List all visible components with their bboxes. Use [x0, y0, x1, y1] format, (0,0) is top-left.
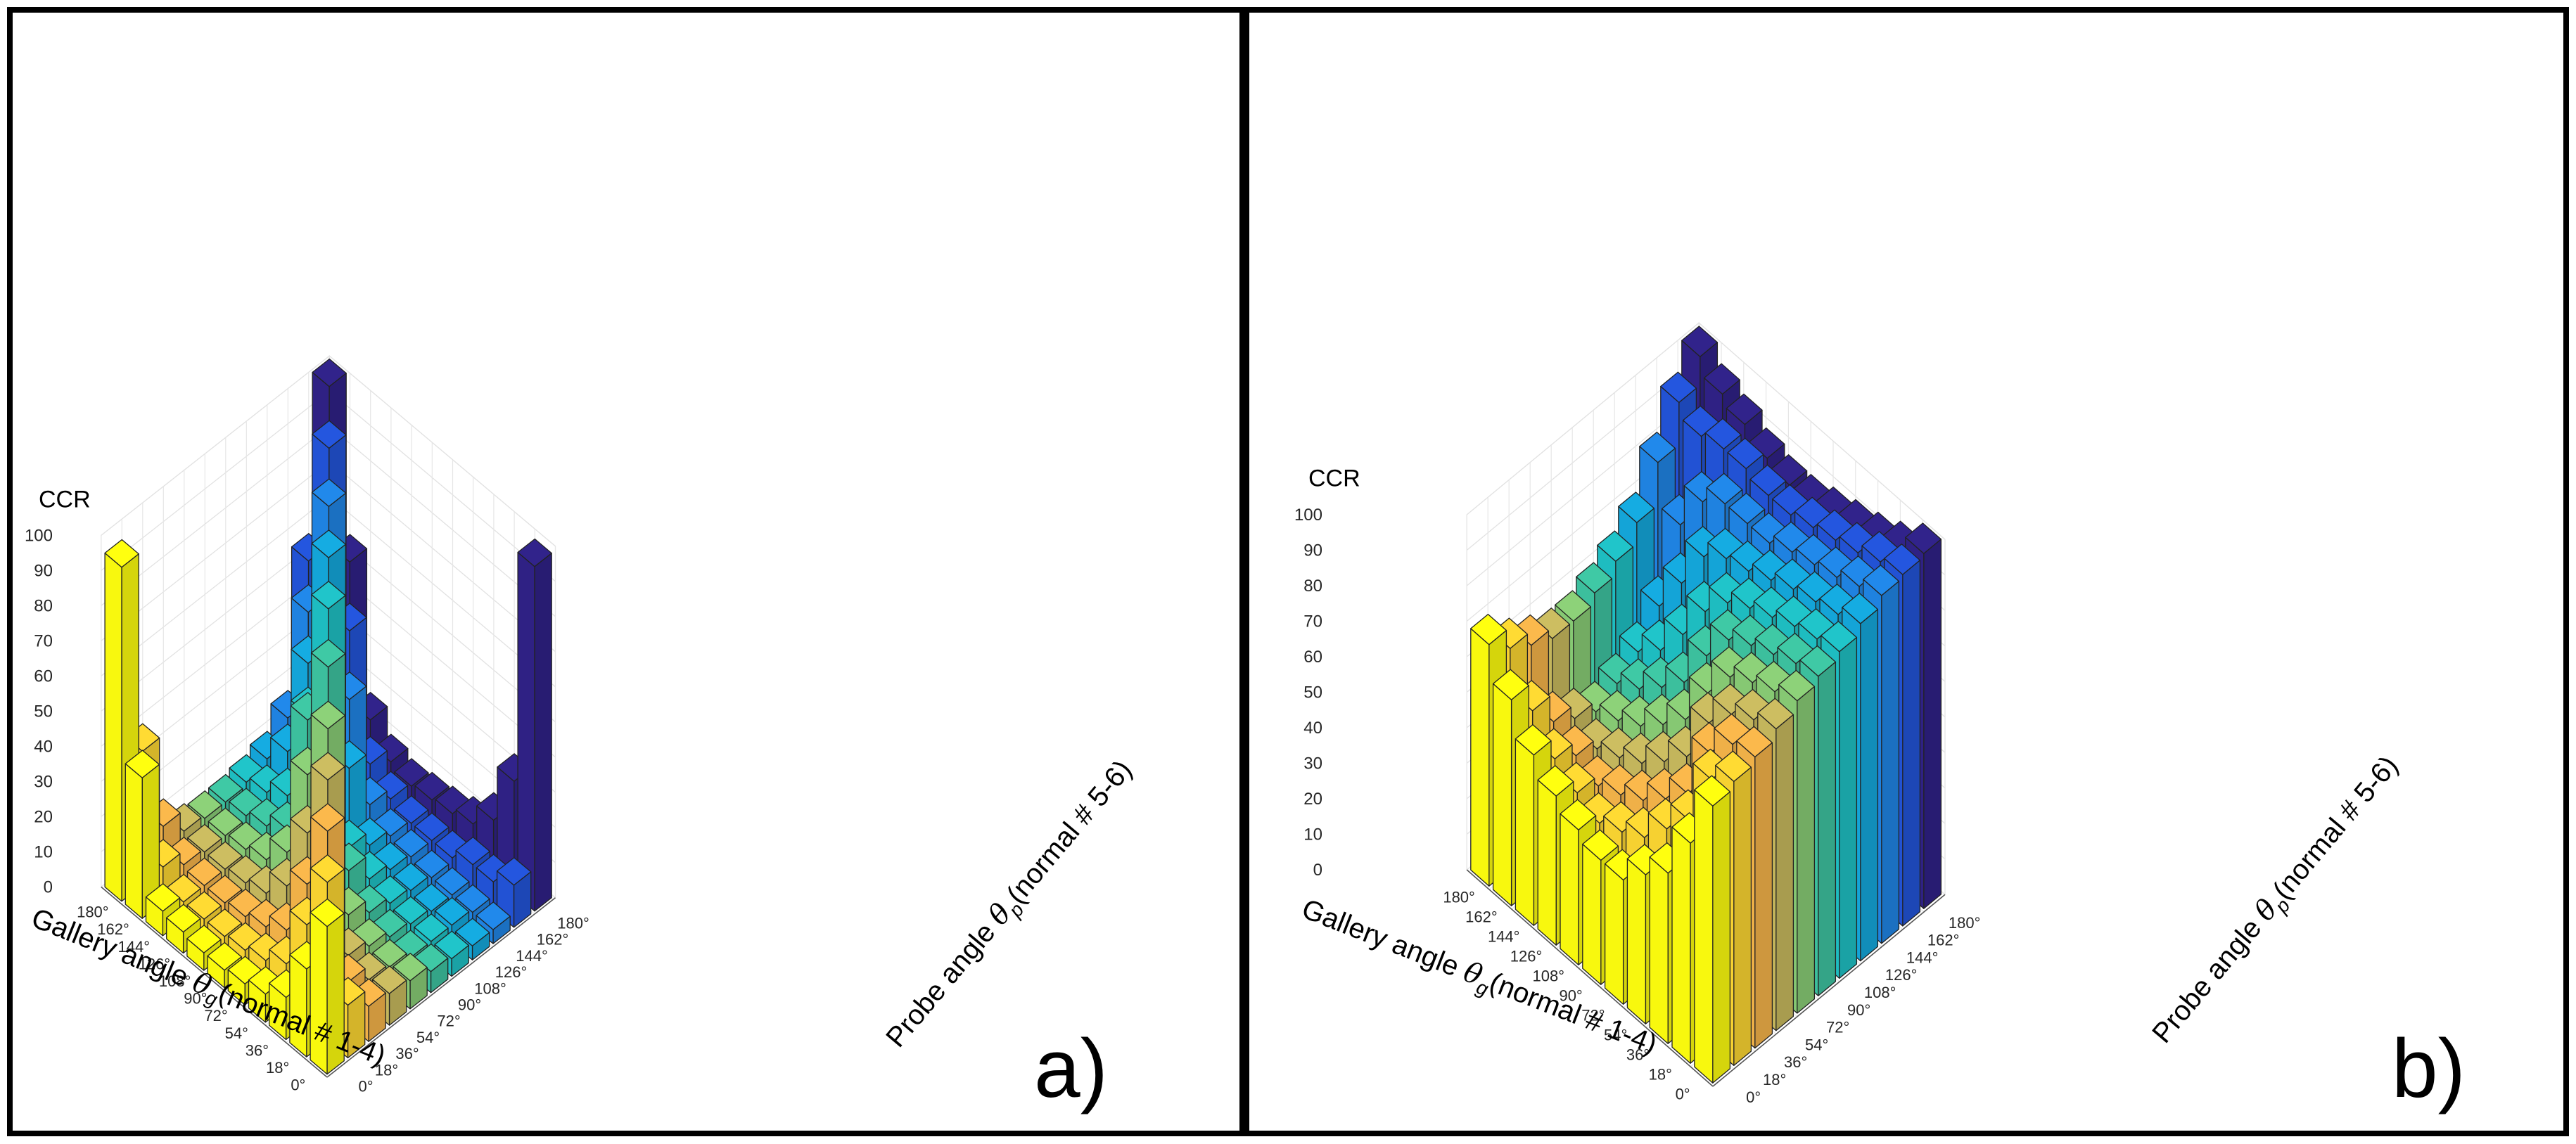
gallery-tick-label: 72° [1581, 1006, 1605, 1024]
gallery-tick-label: 108° [159, 972, 191, 990]
z-axis-title: CCR [39, 486, 91, 513]
gallery-tick-labels: 180° 162° 144° 126° 108° 90° 72° 54° 36° 18°0° [1443, 888, 1690, 1103]
probe-tick-label: 36° [395, 1045, 419, 1062]
z-axis: 0 10 20 30 40 50 60 70 80 90 100 CCR [25, 486, 91, 896]
gallery-tick-label: 72° [204, 1007, 227, 1024]
probe-tick-label: 0° [359, 1078, 374, 1095]
gallery-tick-label: 162° [1465, 908, 1498, 925]
bar3d-chart-a: 0102030405060708090100CCR180°162°144°126… [25, 354, 1138, 1115]
bars [104, 358, 552, 1075]
z-tick-label: 80 [1303, 577, 1322, 596]
probe-tick-label: 90° [458, 996, 481, 1014]
bar [1694, 775, 1731, 1084]
bar [125, 750, 160, 919]
probe-tick-label: 108° [474, 979, 506, 997]
gallery-tick-label: 18° [266, 1059, 289, 1076]
z-tick-label: 0 [1313, 861, 1322, 880]
z-tick-label: 30 [34, 772, 53, 791]
bar [517, 538, 552, 912]
probe-tick-label: 18° [1763, 1071, 1786, 1088]
gallery-tick-label: 162° [97, 920, 129, 938]
gallery-tick-label: 0° [1676, 1085, 1690, 1103]
probe-tick-label: 162° [1927, 932, 1960, 949]
bar [496, 857, 532, 928]
z-tick-label: 50 [1303, 683, 1322, 702]
probe-tick-label: 54° [1805, 1036, 1828, 1053]
z-tick-label: 40 [34, 737, 53, 756]
bars [1470, 326, 1942, 1084]
z-tick-label: 50 [34, 702, 53, 721]
gallery-tick-label: 144° [117, 938, 150, 956]
gallery-axis-line [101, 886, 328, 1078]
panel-label: b) [2392, 1022, 2466, 1115]
panel-a-frame [7, 7, 1245, 1136]
z-axis: 0 10 20 30 40 50 60 70 80 90 100 CCR [1294, 465, 1360, 880]
probe-tick-label: 18° [375, 1061, 398, 1079]
z-tick-label: 100 [25, 526, 53, 545]
gallery-tick-label: 108° [1533, 967, 1565, 984]
z-tick-label: 80 [34, 596, 53, 615]
z-tick-label: 90 [34, 561, 53, 580]
z-tick-label: 10 [1303, 825, 1322, 844]
gallery-tick-label: 54° [1604, 1026, 1627, 1043]
probe-tick-label: 180° [1949, 914, 1981, 932]
gallery-tick-label: 126° [1510, 947, 1543, 965]
probe-tick-label: 144° [1906, 949, 1939, 966]
probe-tick-labels: 0°18°36°54°72°90°108°126°144°162°180° [359, 915, 589, 1095]
gallery-tick-label: 180° [77, 904, 109, 921]
z-tick-label: 20 [34, 807, 53, 826]
gallery-tick-label: 144° [1488, 927, 1520, 945]
gallery-tick-label: 180° [1443, 888, 1475, 906]
probe-axis-line [326, 897, 556, 1078]
z-tick-label: 100 [1294, 506, 1322, 525]
probe-tick-label: 126° [495, 963, 528, 981]
gallery-tick-labels: 180°162°144°126°108°90°72°54°36°18°0° [77, 904, 305, 1094]
probe-tick-labels: 0°18°36°54°72°90°108°126°144°162°180° [1746, 914, 1980, 1106]
z-tick-label: 90 [1303, 541, 1322, 560]
probe-tick-label: 72° [437, 1013, 460, 1030]
gallery-tick-label: 90° [1559, 986, 1582, 1004]
gallery-tick-label: 36° [246, 1041, 269, 1059]
gallery-tick-label: 54° [225, 1024, 248, 1042]
probe-tick-label: 144° [516, 947, 548, 965]
probe-tick-label: 0° [1746, 1088, 1761, 1106]
probe-tick-label: 180° [557, 915, 589, 932]
bar [310, 898, 345, 1075]
panel-b-frame [1244, 7, 2569, 1136]
probe-tick-label: 126° [1885, 966, 1918, 984]
z-tick-label: 0 [44, 878, 53, 896]
probe-tick-label: 72° [1826, 1019, 1849, 1036]
probe-tick-label: 108° [1864, 984, 1896, 1001]
gallery-tick-label: 36° [1626, 1046, 1650, 1063]
z-tick-label: 70 [34, 631, 53, 650]
probe-tick-label: 36° [1784, 1053, 1807, 1071]
z-tick-label: 70 [1303, 612, 1322, 631]
z-tick-label: 60 [1303, 648, 1322, 667]
probe-axis-line [1712, 894, 1946, 1087]
gallery-axis-line [1466, 869, 1714, 1087]
z-axis-title: CCR [1308, 465, 1360, 492]
probe-tick-label: 90° [1847, 1001, 1870, 1019]
z-tick-label: 40 [1303, 719, 1322, 738]
gallery-tick-label: 18° [1649, 1065, 1672, 1083]
gallery-tick-label: 126° [139, 955, 171, 972]
z-tick-label: 20 [1303, 790, 1322, 809]
probe-tick-label: 162° [537, 931, 569, 949]
z-tick-label: 60 [34, 667, 53, 686]
panel-label: a) [1034, 1022, 1108, 1115]
z-tick-label: 30 [1303, 754, 1322, 773]
gallery-tick-label: 0° [291, 1076, 305, 1094]
gallery-tick-label: 90° [184, 990, 207, 1008]
z-tick-label: 10 [34, 842, 53, 861]
probe-tick-label: 54° [416, 1029, 440, 1046]
